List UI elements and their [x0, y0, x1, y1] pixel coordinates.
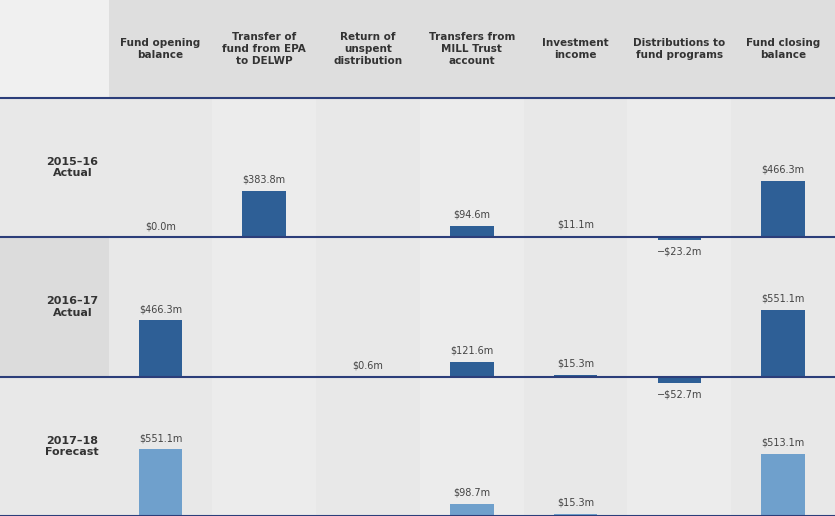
Bar: [450, 226, 493, 237]
Bar: [524, 0, 627, 516]
Text: 2016–17
Actual: 2016–17 Actual: [47, 296, 99, 318]
Bar: [554, 514, 597, 516]
Text: $466.3m: $466.3m: [762, 165, 805, 175]
Text: $94.6m: $94.6m: [453, 209, 490, 220]
Bar: [139, 320, 182, 377]
Text: 2017–18
Forecast: 2017–18 Forecast: [45, 436, 99, 457]
Bar: [450, 504, 493, 516]
Bar: [316, 0, 420, 516]
Bar: [0, 377, 109, 516]
Bar: [139, 449, 182, 516]
Text: $121.6m: $121.6m: [450, 346, 493, 356]
Bar: [657, 237, 701, 240]
Text: $551.1m: $551.1m: [762, 294, 805, 304]
Text: $0.0m: $0.0m: [145, 221, 176, 231]
Text: Fund opening
balance: Fund opening balance: [120, 38, 200, 60]
Bar: [657, 377, 701, 383]
Text: $98.7m: $98.7m: [453, 488, 490, 498]
Bar: [554, 375, 597, 377]
Text: $15.3m: $15.3m: [557, 498, 595, 508]
Bar: [0, 237, 109, 377]
Text: $383.8m: $383.8m: [243, 175, 286, 185]
Bar: [109, 0, 212, 516]
Text: −$52.7m: −$52.7m: [656, 389, 702, 399]
Text: Fund closing
balance: Fund closing balance: [746, 38, 820, 60]
Bar: [554, 236, 597, 237]
Text: Transfer of
fund from EPA
to DELWP: Transfer of fund from EPA to DELWP: [222, 33, 306, 66]
Bar: [627, 0, 731, 516]
Bar: [450, 362, 493, 377]
Bar: [762, 181, 805, 237]
Bar: [731, 0, 835, 516]
Bar: [762, 454, 805, 516]
Bar: [762, 310, 805, 377]
Bar: [242, 191, 286, 237]
Bar: [0, 98, 109, 237]
Text: $11.1m: $11.1m: [557, 220, 594, 230]
Text: 2015–16
Actual: 2015–16 Actual: [47, 157, 99, 179]
Text: Distributions to
fund programs: Distributions to fund programs: [633, 38, 726, 60]
Text: $551.1m: $551.1m: [139, 433, 182, 443]
Text: $466.3m: $466.3m: [139, 304, 182, 314]
Text: Return of
unspent
distribution: Return of unspent distribution: [333, 33, 402, 66]
Bar: [212, 0, 316, 516]
Bar: [420, 0, 524, 516]
Text: $0.6m: $0.6m: [352, 360, 383, 370]
Text: Transfers from
MILL Trust
account: Transfers from MILL Trust account: [428, 33, 515, 66]
Text: $513.1m: $513.1m: [762, 438, 805, 448]
Text: −$23.2m: −$23.2m: [656, 246, 702, 256]
Text: $15.3m: $15.3m: [557, 359, 595, 368]
Bar: [109, 0, 835, 98]
Text: Investment
income: Investment income: [542, 38, 609, 60]
Bar: [0, 0, 109, 516]
